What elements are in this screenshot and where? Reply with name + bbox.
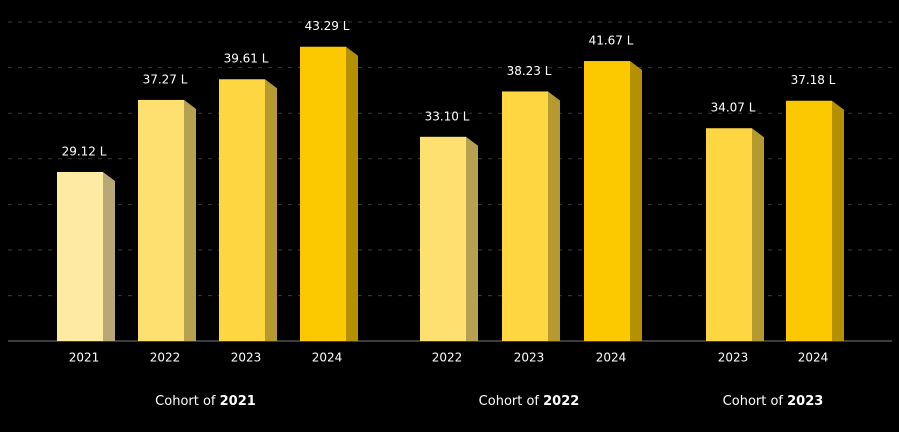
bar (219, 79, 265, 342)
value-label: 43.29 L (305, 19, 350, 33)
x-tick-label: 2023 (231, 351, 262, 365)
group-label-name: 2021 (220, 394, 256, 409)
group-label-prefix: Cohort of (155, 394, 216, 409)
value-label: 38.23 L (507, 64, 552, 78)
group-label-name: 2022 (543, 394, 579, 409)
bar (786, 100, 832, 342)
value-label: 34.07 L (711, 101, 756, 115)
value-label: 41.67 L (589, 34, 634, 48)
x-tick-label: 2023 (514, 351, 545, 365)
x-tick-label: 2024 (798, 351, 829, 365)
group-label-name: 2023 (787, 394, 823, 409)
x-tick-label: 2024 (596, 351, 627, 365)
value-label: 33.10 L (425, 109, 470, 123)
bar (706, 128, 752, 341)
bar-side (466, 136, 478, 341)
x-tick-label: 2024 (312, 351, 343, 365)
value-label: 37.18 L (791, 73, 836, 87)
bar (57, 171, 103, 341)
value-label: 29.12 L (62, 144, 107, 158)
bar-side (346, 46, 358, 341)
bar (138, 99, 184, 341)
group-label: Cohort of 2023 (723, 394, 824, 409)
group-label-prefix: Cohort of (723, 394, 784, 409)
bar (502, 91, 548, 341)
group-label: Cohort of 2021 (155, 394, 256, 409)
bar (420, 136, 466, 341)
x-tick-label: 2022 (432, 351, 463, 365)
bar-side (752, 128, 764, 341)
value-label: 37.27 L (143, 72, 188, 86)
x-tick-label: 2022 (150, 351, 181, 365)
group-label-prefix: Cohort of (479, 394, 540, 409)
x-tick-label: 2021 (69, 351, 100, 365)
bar (584, 61, 630, 341)
bar-side (103, 171, 115, 341)
group-label: Cohort of 2022 (479, 394, 580, 409)
bar (300, 46, 346, 341)
bar-side (184, 99, 196, 341)
bar-side (265, 79, 277, 342)
bar-side (548, 91, 560, 341)
bar-side (630, 61, 642, 341)
x-tick-label: 2023 (718, 351, 749, 365)
value-label: 39.61 L (224, 52, 269, 66)
bar-side (832, 100, 844, 342)
